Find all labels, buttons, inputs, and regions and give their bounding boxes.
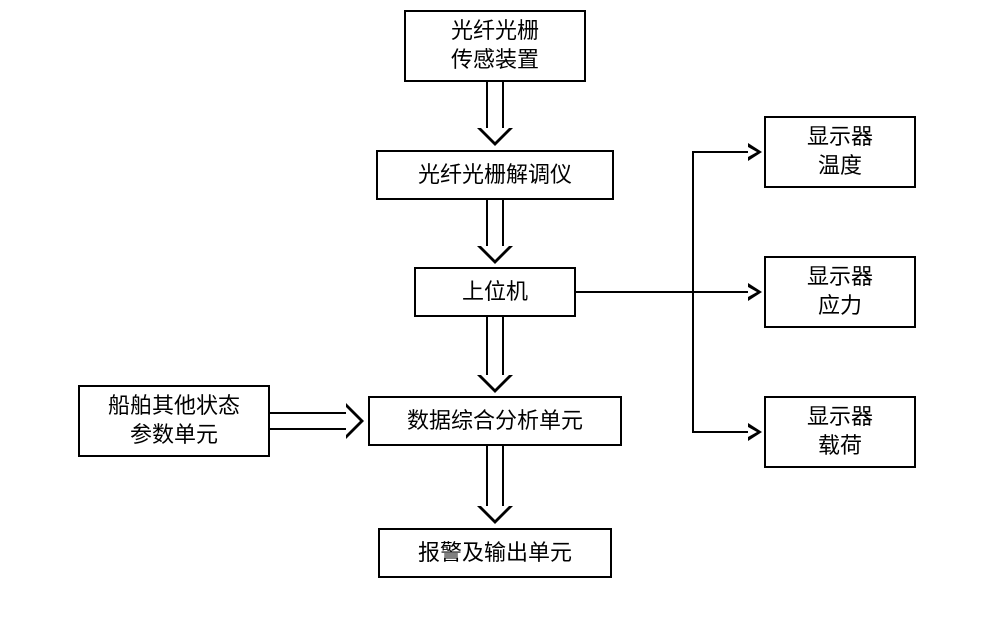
arrow-analysis-to-alarm bbox=[486, 446, 504, 510]
arrow-host-to-analysis bbox=[486, 317, 504, 379]
node-demod: 光纤光栅解调仪 bbox=[376, 150, 614, 200]
node-disp-temp-line1: 显示器 bbox=[807, 123, 873, 152]
node-demod-label: 光纤光栅解调仪 bbox=[418, 161, 572, 190]
node-ship: 船舶其他状态 参数单元 bbox=[78, 385, 270, 457]
node-sensor-line2: 传感装置 bbox=[451, 46, 539, 75]
node-analysis: 数据综合分析单元 bbox=[368, 396, 622, 446]
node-analysis-label: 数据综合分析单元 bbox=[407, 407, 583, 436]
node-disp-load-line2: 载荷 bbox=[818, 432, 862, 461]
node-disp-stress-line2: 应力 bbox=[818, 292, 862, 321]
node-disp-temp: 显示器 温度 bbox=[764, 116, 916, 188]
node-disp-temp-line2: 温度 bbox=[818, 152, 862, 181]
arrowhead-stress bbox=[748, 283, 762, 301]
arrow-demod-to-host bbox=[486, 200, 504, 250]
branch-line-host-out bbox=[576, 291, 692, 293]
node-ship-line1: 船舶其他状态 bbox=[108, 392, 240, 421]
node-host-label: 上位机 bbox=[462, 278, 528, 307]
node-disp-stress: 显示器 应力 bbox=[764, 256, 916, 328]
branch-line-to-temp bbox=[692, 151, 748, 153]
arrowhead-load bbox=[748, 423, 762, 441]
node-ship-line2: 参数单元 bbox=[130, 421, 218, 450]
node-disp-load: 显示器 载荷 bbox=[764, 396, 916, 468]
node-sensor: 光纤光栅 传感装置 bbox=[404, 10, 586, 82]
arrow-ship-to-analysis bbox=[270, 412, 350, 430]
node-host: 上位机 bbox=[414, 267, 576, 317]
branch-line-to-load bbox=[692, 431, 748, 433]
node-sensor-line1: 光纤光栅 bbox=[451, 17, 539, 46]
node-alarm: 报警及输出单元 bbox=[378, 528, 612, 578]
arrow-sensor-to-demod bbox=[486, 82, 504, 132]
node-disp-load-line1: 显示器 bbox=[807, 403, 873, 432]
arrowhead-temp bbox=[748, 143, 762, 161]
branch-line-to-stress bbox=[692, 291, 748, 293]
node-disp-stress-line1: 显示器 bbox=[807, 263, 873, 292]
node-alarm-label: 报警及输出单元 bbox=[418, 539, 572, 568]
